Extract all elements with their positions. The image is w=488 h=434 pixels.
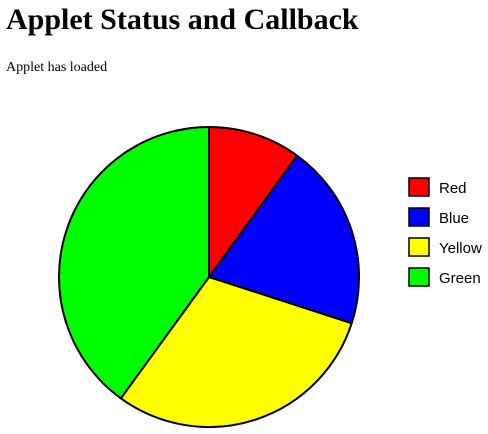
legend-item-yellow: Yellow	[408, 237, 482, 257]
legend-item-red: Red	[408, 177, 467, 197]
applet-status-text: Applet has loaded	[6, 60, 108, 75]
pie-slice-blue	[208, 154, 360, 325]
pie-chart-applet[interactable]: Red Blue Yellow Green	[0, 110, 488, 434]
legend-swatch-green	[408, 267, 430, 287]
page-title: Applet Status and Callback	[6, 3, 359, 36]
legend-label-yellow: Yellow	[439, 240, 482, 257]
legend-label-red: Red	[439, 180, 467, 197]
legend-swatch-blue	[408, 207, 430, 227]
legend-item-blue: Blue	[408, 207, 469, 227]
legend-swatch-red	[408, 177, 430, 197]
pie-chart: Red Blue Yellow Green	[58, 126, 482, 428]
pie-slice-green	[58, 126, 210, 400]
legend-item-green: Green	[408, 267, 481, 287]
pie-slice-yellow	[119, 276, 353, 428]
pie-slice-red	[208, 126, 299, 278]
legend-swatch-yellow	[408, 237, 430, 257]
legend-label-blue: Blue	[439, 210, 469, 227]
chart-legend: Red Blue Yellow Green	[408, 177, 482, 287]
pie-slices	[58, 126, 360, 428]
legend-label-green: Green	[439, 270, 481, 287]
